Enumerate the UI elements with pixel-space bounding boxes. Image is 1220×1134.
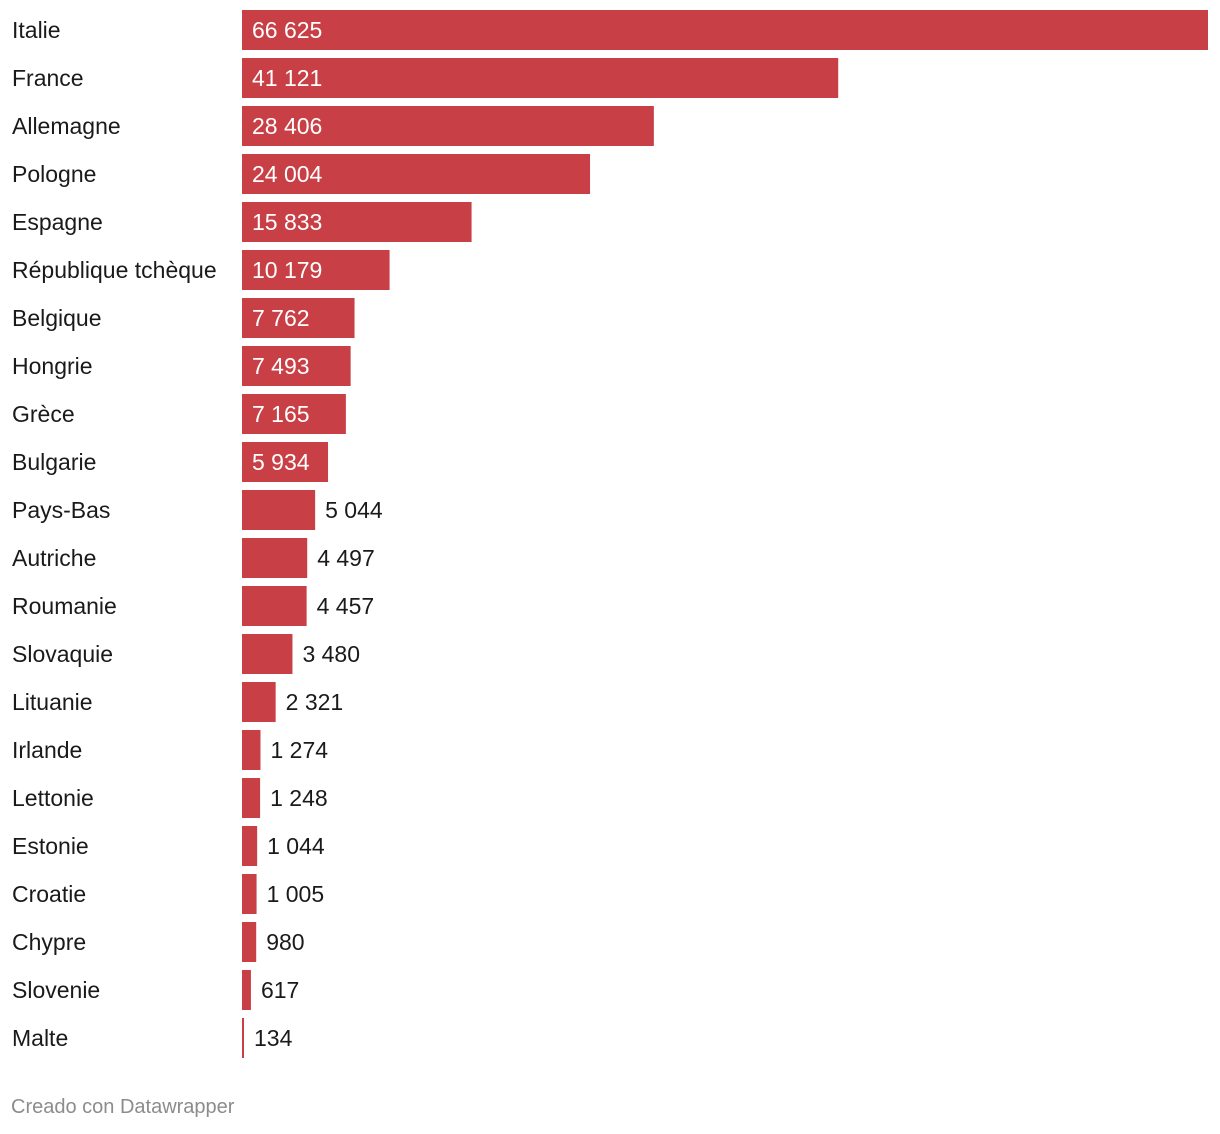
bar-chypre (242, 922, 257, 962)
value-label-hongrie: 7 493 (252, 353, 310, 379)
bar-slovaquie (242, 634, 293, 674)
bar-grece (242, 394, 346, 434)
value-label-roumanie: 4 457 (317, 593, 375, 619)
bar-lettonie (242, 778, 261, 818)
value-label-grece: 7 165 (252, 401, 310, 427)
category-label-irlande: Irlande (12, 737, 82, 763)
value-label-bulgarie: 5 934 (252, 449, 310, 475)
value-label-pologne: 24 004 (252, 161, 323, 187)
credit-footer: Creado con Datawrapper (11, 1096, 235, 1118)
value-label-lituanie: 2 321 (286, 689, 344, 715)
category-label-france: France (12, 65, 84, 91)
bar-slovenie (242, 970, 251, 1010)
bar-estonie (242, 826, 258, 866)
bar-chart: Italie 66 625 France 41 121 Allemagne 28 406 P… (12, 10, 1208, 1058)
category-label-republique-tcheque: République tchèque (12, 257, 217, 283)
value-label-chypre: 980 (266, 929, 304, 955)
bar-croatie (242, 874, 257, 914)
value-label-italie: 66 625 (252, 17, 322, 43)
bar-bulgarie (242, 442, 329, 482)
category-label-italie: Italie (12, 17, 61, 43)
bar-lituanie (242, 682, 276, 722)
category-label-allemagne: Allemagne (12, 113, 121, 139)
value-label-france: 41 121 (252, 65, 322, 91)
category-label-malte: Malte (12, 1025, 68, 1051)
value-label-espagne: 15 833 (252, 209, 322, 235)
bar-autriche (242, 538, 308, 578)
value-label-allemagne: 28 406 (252, 113, 322, 139)
category-label-lettonie: Lettonie (12, 785, 94, 811)
category-label-chypre: Chypre (12, 929, 86, 955)
value-label-pays-bas: 5 044 (325, 497, 383, 523)
category-label-hongrie: Hongrie (12, 353, 93, 379)
bar-belgique (242, 298, 355, 338)
bar-malte (242, 1018, 244, 1058)
category-label-slovaquie: Slovaquie (12, 641, 113, 667)
bar-pologne (242, 154, 591, 194)
category-label-slovenie: Slovenie (12, 977, 100, 1003)
category-label-croatie: Croatie (12, 881, 86, 907)
bar-hongrie (242, 346, 351, 386)
category-label-roumanie: Roumanie (12, 593, 117, 619)
value-label-belgique: 7 762 (252, 305, 310, 331)
category-label-lituanie: Lituanie (12, 689, 93, 715)
bar-roumanie (242, 586, 307, 626)
bar-pays-bas (242, 490, 316, 530)
bar-espagne (242, 202, 472, 242)
value-label-republique-tcheque: 10 179 (252, 257, 322, 283)
value-label-slovaquie: 3 480 (302, 641, 360, 667)
bar-france (242, 58, 839, 98)
category-label-bulgarie: Bulgarie (12, 449, 96, 475)
value-label-slovenie: 617 (261, 977, 299, 1003)
category-label-estonie: Estonie (12, 833, 89, 859)
bar-republique-tcheque (242, 250, 390, 290)
category-label-pays-bas: Pays-Bas (12, 497, 110, 523)
value-label-irlande: 1 274 (270, 737, 328, 763)
category-label-espagne: Espagne (12, 209, 103, 235)
category-label-pologne: Pologne (12, 161, 96, 187)
bar-irlande (242, 730, 261, 770)
category-label-autriche: Autriche (12, 545, 96, 571)
value-label-estonie: 1 044 (267, 833, 325, 859)
category-label-belgique: Belgique (12, 305, 102, 331)
bar-allemagne (242, 106, 654, 146)
value-label-autriche: 4 497 (317, 545, 375, 571)
value-label-malte: 134 (254, 1025, 293, 1051)
value-label-lettonie: 1 248 (270, 785, 328, 811)
bar-italie (242, 10, 1208, 50)
category-label-grece: Grèce (12, 401, 75, 427)
value-label-croatie: 1 005 (267, 881, 325, 907)
